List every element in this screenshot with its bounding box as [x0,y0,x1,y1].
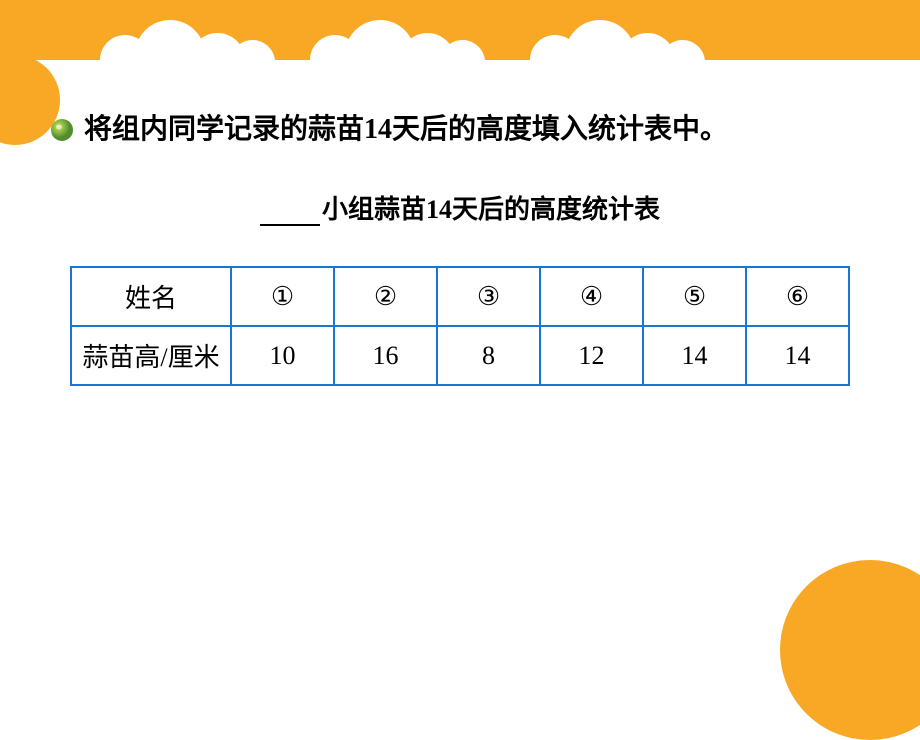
data-table: 姓名 ① ② ③ ④ ⑤ ⑥ 蒜苗高/厘米 10 16 8 12 14 14 [70,266,850,386]
col-header: ⑤ [643,267,746,326]
instruction-row: 将组内同学记录的蒜苗14天后的高度填入统计表中。 [50,110,870,149]
data-cell: 12 [540,326,643,385]
header-label: 姓名 [71,267,231,326]
col-header: ⑥ [746,267,849,326]
orange-blob-right [780,560,920,740]
table-header-row: 姓名 ① ② ③ ④ ⑤ ⑥ [71,267,849,326]
col-header: ③ [437,267,540,326]
data-cell: 14 [746,326,849,385]
subtitle-text: 小组蒜苗14天后的高度统计表 [322,195,660,224]
subtitle: 小组蒜苗14天后的高度统计表 [50,189,870,226]
table-data-row: 蒜苗高/厘米 10 16 8 12 14 14 [71,326,849,385]
instruction-text: 将组内同学记录的蒜苗14天后的高度填入统计表中。 [84,110,728,149]
data-cell: 14 [643,326,746,385]
blank-line [260,224,320,226]
col-header: ④ [540,267,643,326]
bullet-icon [50,118,74,142]
col-header: ② [334,267,437,326]
col-header: ① [231,267,334,326]
main-content: 将组内同学记录的蒜苗14天后的高度填入统计表中。 小组蒜苗14天后的高度统计表 … [50,110,870,386]
data-row-label: 蒜苗高/厘米 [71,326,231,385]
data-cell: 10 [231,326,334,385]
data-cell: 16 [334,326,437,385]
data-cell: 8 [437,326,540,385]
